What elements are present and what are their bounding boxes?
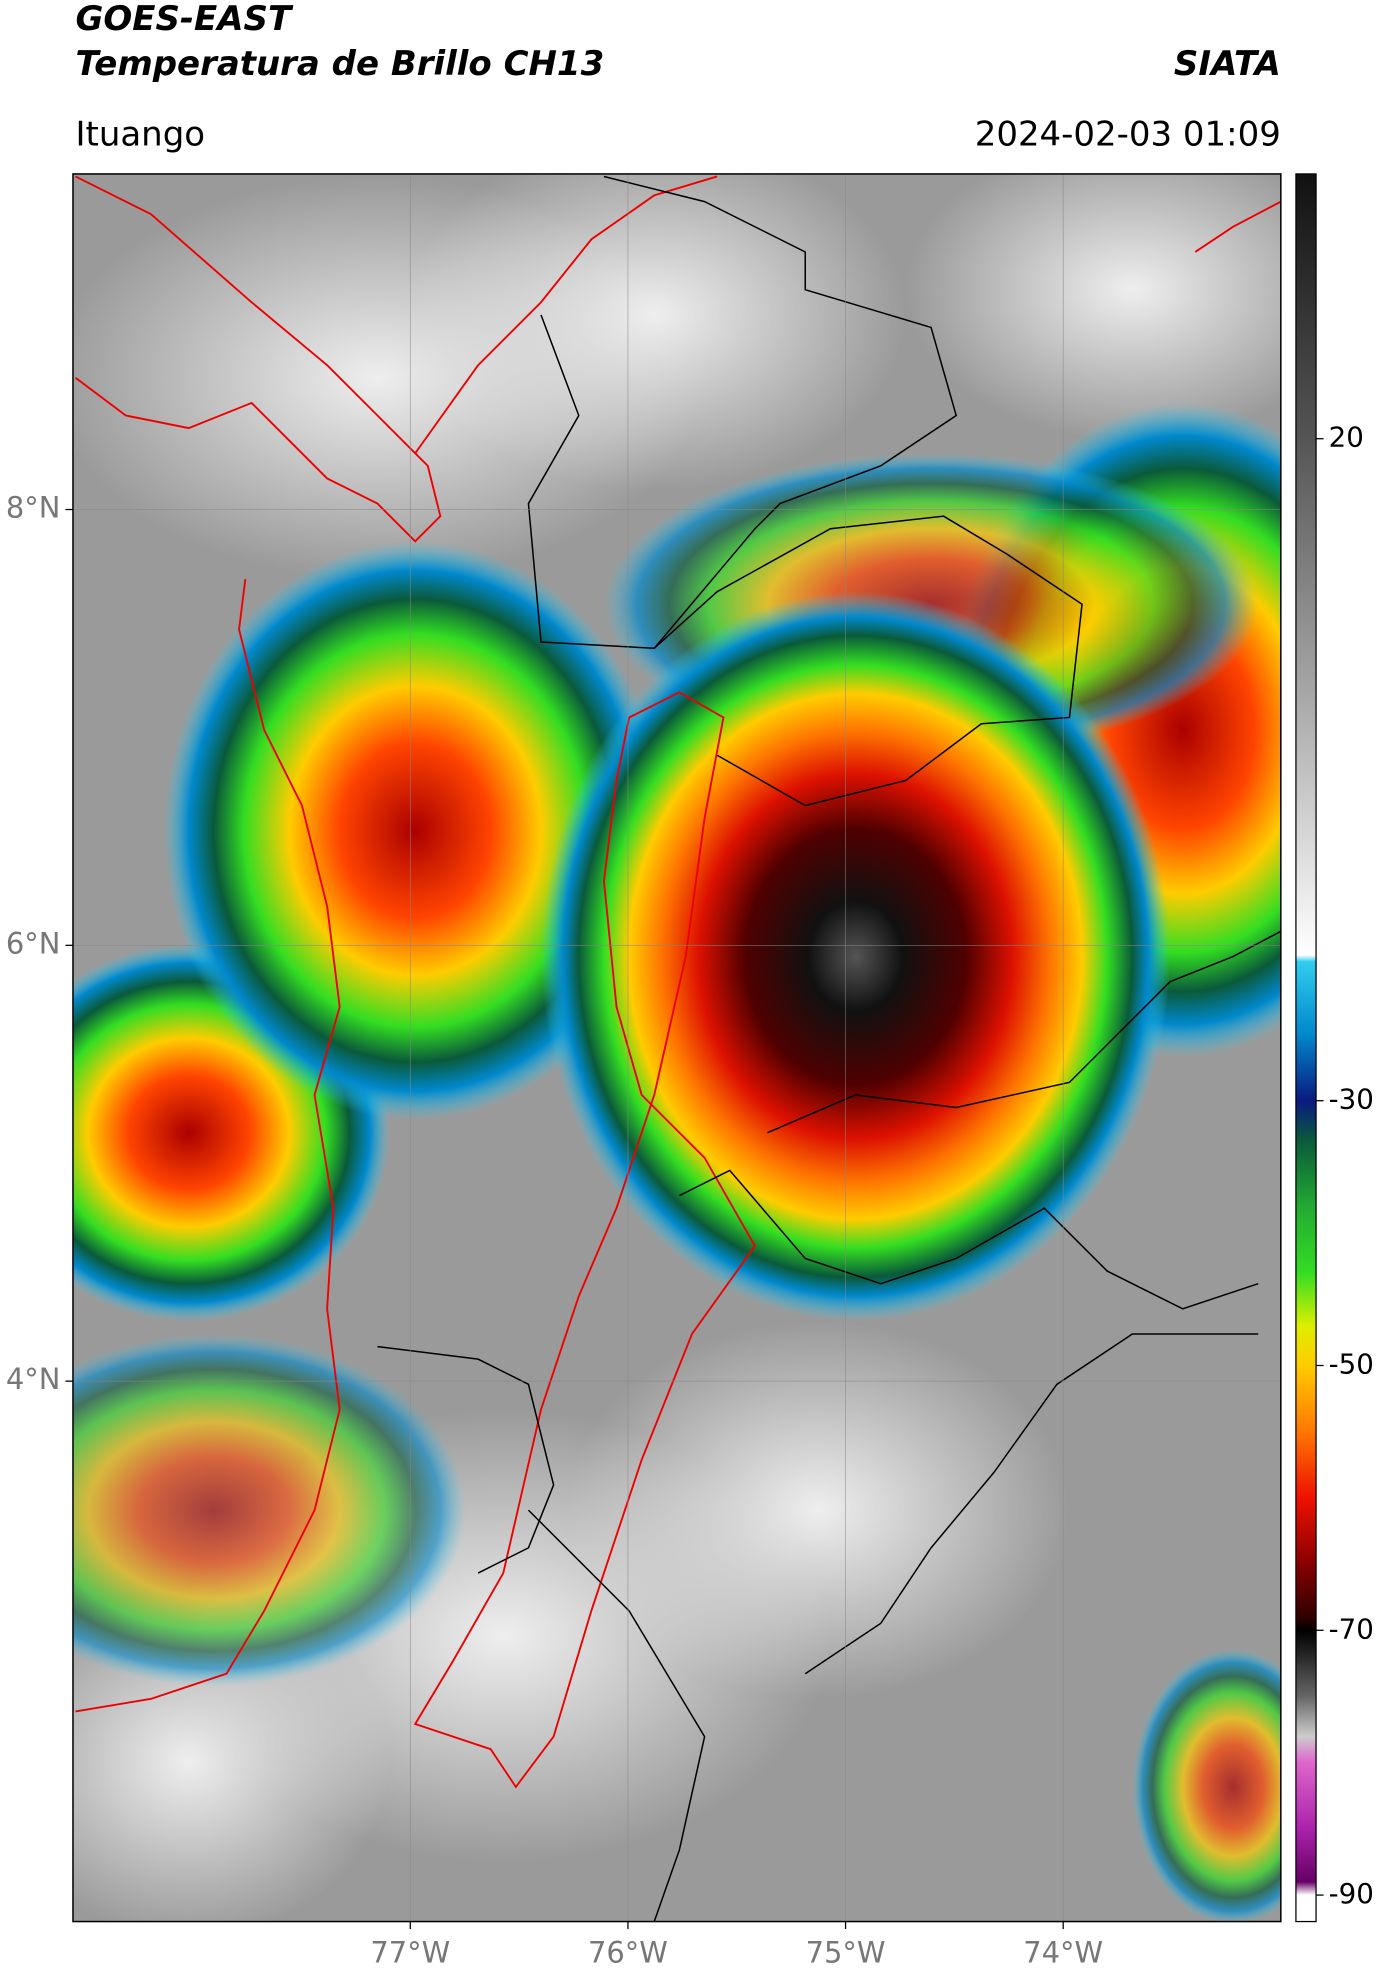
y-tick-label: 6°N <box>6 926 61 960</box>
x-tick-label: 76°W <box>588 1935 668 1969</box>
satellite-image <box>72 173 1281 1922</box>
x-tick-label: 77°W <box>370 1935 450 1969</box>
colorbar <box>1295 173 1317 1923</box>
title: GOES-EAST <box>75 0 293 39</box>
colorbar-tick-label: -30 <box>1329 1083 1374 1116</box>
location: Ituango <box>75 115 205 155</box>
colorbar-ticks: 20 -30 -50 -70 -90 <box>1316 421 1374 1910</box>
y-tick-label: 8°N <box>6 491 61 525</box>
x-tick-label: 74°W <box>1023 1935 1103 1969</box>
colorbar-tick-label: -70 <box>1329 1612 1374 1645</box>
colorbar-tick-label: -90 <box>1329 1877 1374 1910</box>
colorbar-tick-label: -50 <box>1329 1347 1374 1380</box>
y-tick-label: 4°N <box>6 1362 61 1396</box>
map-frame <box>72 173 1282 1923</box>
timestamp: 2024-02-03 01:09 <box>975 115 1281 155</box>
x-tick-label: 75°W <box>806 1935 886 1969</box>
subtitle: Temperatura de Brillo CH13 <box>75 44 604 84</box>
colorbar-tick-label: 20 <box>1329 421 1364 454</box>
brand: SIATA <box>1174 44 1281 84</box>
graticule: 77°W 76°W 75°W 74°W 8°N 6°N 4°N <box>6 173 1281 1969</box>
